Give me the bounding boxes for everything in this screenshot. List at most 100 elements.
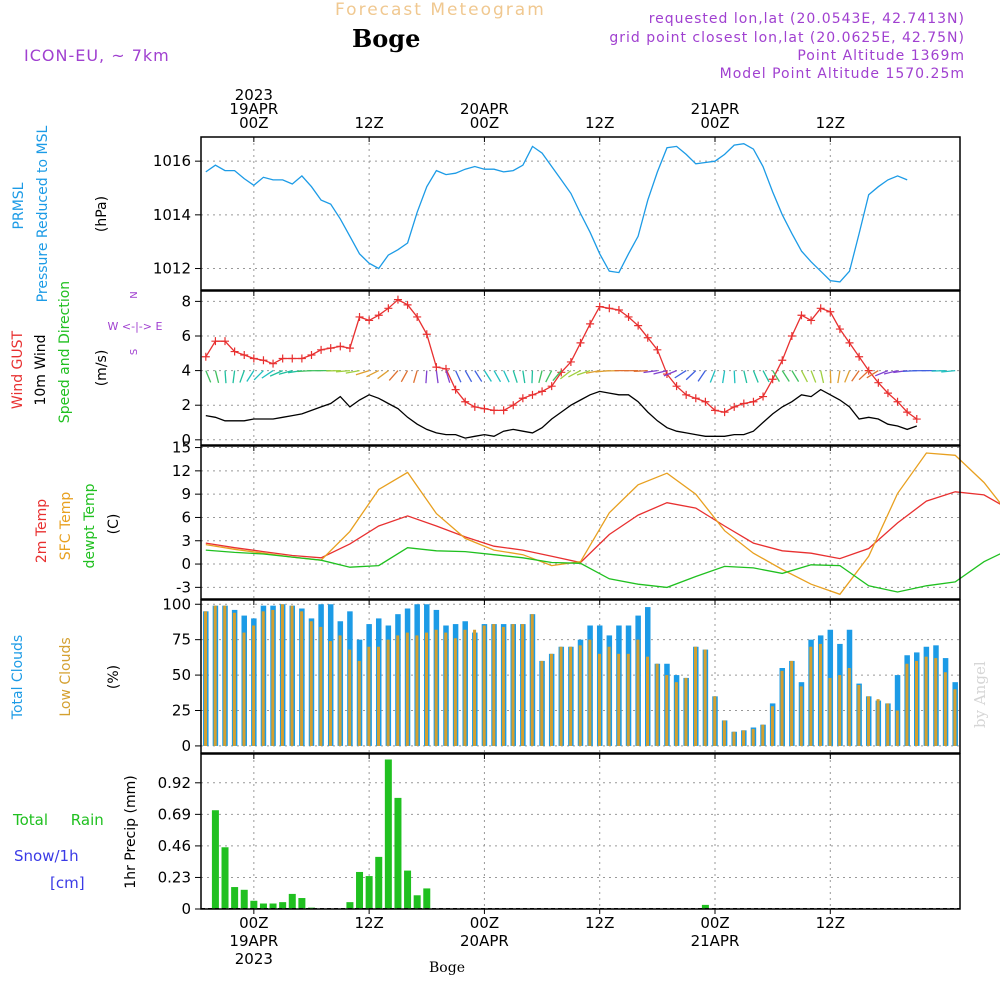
low-cloud-bar	[261, 611, 265, 746]
gust-marker	[547, 382, 556, 391]
cloud-label-low: Low Clouds	[58, 637, 74, 716]
low-cloud-bar	[386, 639, 390, 746]
low-cloud-bar	[790, 660, 794, 746]
gust-marker	[557, 368, 566, 377]
gust-marker	[365, 316, 374, 325]
gust-marker	[653, 345, 662, 354]
gust-marker	[422, 330, 431, 339]
wind-direction-arrow	[464, 370, 473, 383]
precip-ytick-label: 0.46	[158, 837, 191, 855]
gust-marker	[855, 352, 864, 361]
gust-marker	[845, 338, 854, 347]
low-cloud-bar	[444, 632, 448, 746]
gust-marker	[739, 399, 748, 408]
low-cloud-bar	[521, 624, 525, 746]
gust-marker	[307, 351, 316, 360]
sfc-temp-line	[205, 452, 1000, 596]
bottom-time-label: 21APR	[691, 932, 740, 950]
rain-bar	[384, 759, 392, 909]
top-time-label: 12Z	[585, 114, 614, 132]
wind-direction-arrow	[400, 370, 409, 383]
wind-direction-arrow	[239, 370, 245, 383]
gust-marker	[461, 397, 470, 406]
low-cloud-bar	[415, 635, 419, 746]
gust-marker	[538, 387, 547, 396]
wind-direction-arrow	[733, 370, 736, 384]
rain-bar	[356, 871, 364, 909]
low-cloud-bar	[348, 649, 352, 746]
wind-direction-arrow	[653, 369, 668, 375]
bottom-time-label: 2023	[235, 950, 273, 968]
wind-arrows	[205, 369, 956, 384]
wind-direction-arrow	[643, 369, 658, 374]
wind-gust-line	[205, 298, 918, 420]
low-cloud-bar	[886, 703, 890, 746]
low-cloud-bar	[905, 663, 909, 746]
low-cloud-bar	[617, 653, 621, 746]
rain-bar	[298, 898, 306, 909]
low-cloud-bar	[425, 632, 429, 746]
low-cloud-bar	[646, 656, 650, 746]
low-cloud-bar	[252, 625, 256, 746]
gust-marker	[470, 402, 479, 411]
gust-marker	[336, 342, 345, 351]
temperature-ytick-label: 15	[172, 439, 191, 457]
info-point-altitude: Point Altitude 1369m	[797, 48, 965, 64]
info-grid-point: grid point closest lon,lat (20.0625E, 42…	[609, 30, 965, 46]
wind-unit: (m/s)	[94, 350, 110, 387]
gust-marker	[643, 333, 652, 342]
gust-marker	[576, 338, 585, 347]
rain-bar	[211, 810, 219, 909]
gust-marker	[586, 319, 595, 328]
low-cloud-bar	[530, 614, 534, 746]
gust-marker	[595, 302, 604, 311]
wind-direction-arrow	[941, 369, 956, 373]
precip-label-cm: [cm]	[50, 874, 85, 892]
wind-direction-arrow	[697, 370, 706, 382]
wind-ytick-label: 2	[181, 396, 191, 414]
temp-label-sfc: SFC Temp	[58, 492, 74, 561]
gust-marker	[297, 354, 306, 363]
low-cloud-bar	[809, 646, 813, 746]
low-cloud-bar	[319, 626, 323, 746]
gust-marker	[778, 356, 787, 365]
gust-marker	[499, 406, 508, 415]
wind-direction-arrow	[261, 370, 274, 379]
gust-marker	[912, 415, 921, 424]
bottom-location-label: Boge	[429, 960, 465, 976]
rain-bar	[221, 847, 229, 909]
low-cloud-bar	[655, 663, 659, 746]
rain-bar	[423, 888, 431, 909]
wind-direction-arrow	[552, 370, 562, 382]
temp-unit: (C)	[106, 514, 122, 535]
clouds-ytick-label: 75	[172, 631, 191, 649]
low-cloud-bar	[838, 675, 842, 746]
gust-marker	[720, 408, 729, 417]
wind-direction-arrow	[781, 370, 790, 382]
wind-direction-arrow	[752, 370, 759, 383]
compass-west-east: W <-|-> E	[108, 320, 163, 333]
wind-direction-arrow	[685, 370, 697, 381]
gust-marker	[566, 357, 575, 366]
clouds-ytick-label: 0	[181, 737, 191, 755]
low-cloud-bar	[924, 656, 928, 746]
gust-marker	[490, 406, 499, 415]
wind-direction-arrow	[483, 370, 492, 382]
top-time-label: 12Z	[354, 114, 383, 132]
wind-direction-arrow	[851, 370, 860, 382]
low-cloud-bar	[328, 641, 332, 746]
precip-ytick-label: 0.92	[158, 774, 191, 792]
low-cloud-bar	[780, 670, 784, 746]
gust-marker	[807, 316, 816, 325]
bottom-time-label: 12Z	[354, 914, 383, 932]
gust-marker	[528, 390, 537, 399]
wind-direction-arrow	[224, 370, 227, 384]
low-cloud-bar	[934, 658, 938, 746]
low-cloud-bar	[607, 646, 611, 746]
low-cloud-bar	[204, 611, 208, 746]
top-time-label: 2023	[235, 86, 273, 104]
low-cloud-bar	[674, 682, 678, 746]
wind-direction-arrow	[388, 370, 399, 381]
wind-direction-arrow	[800, 370, 809, 383]
temperature-ytick-label: 3	[181, 532, 191, 550]
